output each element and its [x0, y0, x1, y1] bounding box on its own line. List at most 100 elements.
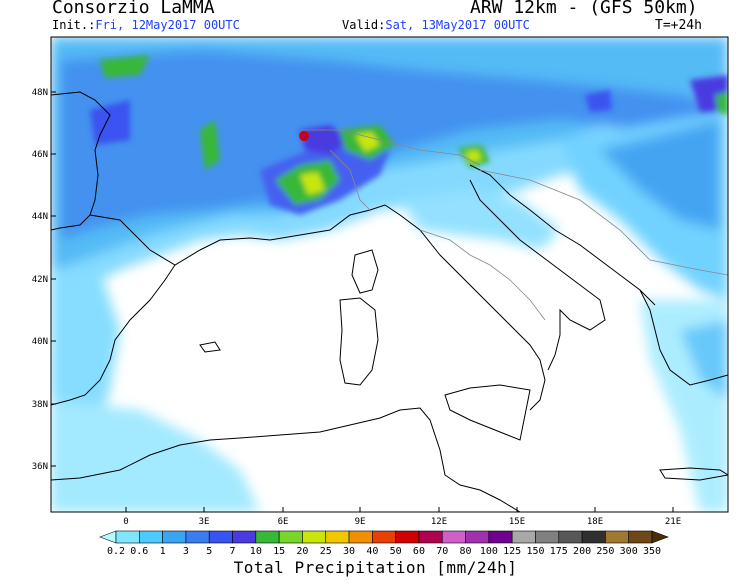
colorbar-cell — [418, 530, 443, 544]
coast-italy-east — [469, 179, 606, 371]
precipitation-peak — [301, 133, 307, 139]
lon-label: 18E — [587, 517, 603, 527]
coast-spain-east — [51, 264, 176, 406]
lon-label: 9E — [355, 517, 366, 527]
coast-france-atlantic — [51, 91, 111, 231]
colorbar-label: 70 — [436, 546, 448, 557]
colorbar-cell — [581, 530, 606, 544]
coast-adriatic-east — [469, 164, 656, 306]
colorbar-cells — [99, 530, 669, 544]
lat-label: 36N — [32, 462, 48, 472]
colorbar-label: 250 — [596, 546, 614, 557]
valid-time: Valid:Sat, 13May2017 00UTC — [342, 18, 530, 32]
colorbar-label: 125 — [503, 546, 521, 557]
colorbar-arrow-left — [99, 530, 117, 544]
latitude-labels: 48N 46N 44N 42N 40N 38N 36N — [32, 88, 56, 472]
colorbar-label: 60 — [413, 546, 425, 557]
header-model: ARW 12km - (GFS 50km) — [470, 0, 698, 18]
colorbar-label: 25 — [320, 546, 332, 557]
colorbar-label: 150 — [526, 546, 544, 557]
country-borders — [300, 129, 728, 321]
colorbar-cell — [185, 530, 210, 544]
coast-crete — [659, 467, 728, 481]
colorbar-label: 50 — [390, 546, 402, 557]
colorbar-label: 80 — [460, 546, 472, 557]
coast-corsica — [351, 249, 379, 294]
colorbar-cell — [139, 530, 163, 544]
colorbar-cell — [208, 530, 233, 544]
colorbar-label: 10 — [250, 546, 262, 557]
colorbar-cell — [465, 530, 490, 544]
colorbar-cell — [488, 530, 513, 544]
valid-value: Sat, 13May2017 00UTC — [385, 18, 530, 32]
colorbar-label: 0.6 — [130, 546, 148, 557]
colorbar-label: 100 — [480, 546, 498, 557]
lat-label: 38N — [32, 400, 48, 410]
colorbar-label: 40 — [366, 546, 378, 557]
colorbar-cell — [232, 530, 257, 544]
colorbar-label: 7 — [230, 546, 236, 557]
lat-label: 42N — [32, 275, 48, 285]
lon-label: 3E — [199, 517, 210, 527]
border-italy-regions — [419, 229, 546, 321]
coast-greece — [639, 289, 728, 386]
border-france-italy — [329, 149, 371, 211]
colorbar-label: 0.2 — [107, 546, 125, 557]
colorbar-cell — [325, 530, 350, 544]
coast-spain-north — [89, 204, 386, 266]
colorbar-cell — [348, 530, 373, 544]
colorbar-cell — [395, 530, 420, 544]
longitude-labels: 0 3E 6E 9E 12E 15E 18E 21E — [123, 507, 681, 527]
header-title: Consorzio LaMMA — [52, 0, 215, 18]
border-alps — [300, 129, 481, 166]
colorbar-units: Total Precipitation [mm/24h] — [233, 558, 518, 577]
coast-africa — [51, 407, 521, 512]
lat-label: 48N — [32, 88, 48, 98]
colorbar-labels: 0.2 0.6 1 3 5 7 10 15 20 25 30 40 50 60 70 80 100 125 150 1… — [107, 546, 661, 557]
colorbar-cell — [278, 530, 303, 544]
colorbar-cell — [255, 530, 280, 544]
colorbar-cell — [372, 530, 396, 544]
lon-label: 12E — [431, 517, 447, 527]
init-label: Init.: — [52, 18, 96, 32]
lon-label: 0 — [123, 517, 128, 527]
colorbar-label: 15 — [273, 546, 285, 557]
colorbar-label: 20 — [296, 546, 308, 557]
colorbar-cell — [302, 530, 327, 544]
lon-label: 6E — [278, 517, 289, 527]
forecast-lead: T=+24h — [655, 18, 702, 33]
colorbar-cell — [558, 530, 583, 544]
init-value: Fri, 12May2017 00UTC — [95, 18, 240, 32]
colorbar-cell — [628, 530, 653, 544]
lon-label: 15E — [509, 517, 525, 527]
lat-label: 46N — [32, 150, 48, 160]
coastlines — [51, 91, 728, 512]
colorbar-label: 175 — [550, 546, 568, 557]
colorbar-label: 1 — [160, 546, 166, 557]
colorbar-cell — [162, 530, 187, 544]
colorbar-cell — [441, 530, 466, 544]
colorbar-cell — [605, 530, 629, 544]
colorbar-label: 5 — [206, 546, 212, 557]
colorbar-label: 350 — [643, 546, 661, 557]
colorbar-cell — [115, 530, 140, 544]
map-frame — [50, 36, 729, 513]
colorbar-label: 3 — [183, 546, 189, 557]
coast-sicily — [444, 384, 531, 441]
lat-label: 44N — [32, 212, 48, 222]
init-time: Init.:Fri, 12May2017 00UTC — [52, 18, 240, 32]
border-balkans — [479, 169, 728, 276]
colorbar-cell — [511, 530, 536, 544]
colorbar-cell — [535, 530, 560, 544]
colorbar-label: 300 — [620, 546, 638, 557]
coast-sardinia — [339, 297, 379, 386]
lat-label: 40N — [32, 337, 48, 347]
coast-baleares — [199, 341, 221, 353]
colorbar-arrow-right — [651, 530, 669, 544]
valid-label: Valid: — [342, 18, 386, 32]
colorbar-label: 200 — [573, 546, 591, 557]
colorbar-label: 30 — [343, 546, 355, 557]
lon-label: 21E — [665, 517, 681, 527]
